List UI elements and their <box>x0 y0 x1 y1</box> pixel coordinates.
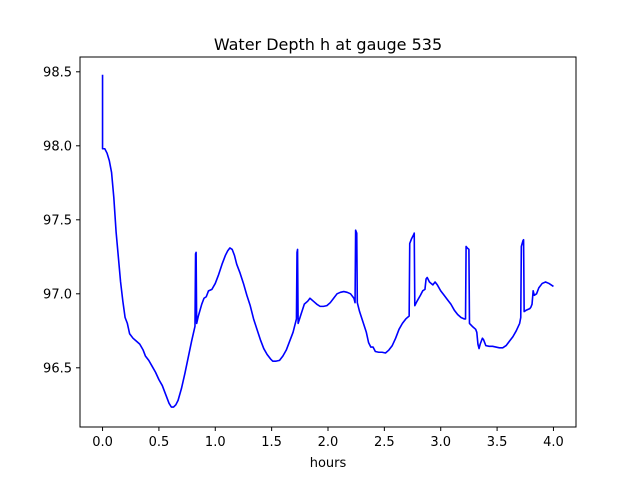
x-tick-label: 1.5 <box>261 435 282 450</box>
x-tick-label: 0.5 <box>149 435 170 450</box>
x-tick-label: 1.0 <box>205 435 226 450</box>
x-axis-label: hours <box>310 456 347 471</box>
x-tick-label: 2.5 <box>374 435 395 450</box>
x-tick-label: 4.0 <box>543 435 564 450</box>
plot-series <box>101 74 554 408</box>
x-tick-label: 3.0 <box>430 435 451 450</box>
x-axis: 0.0 0.5 1.0 1.5 2.0 2.5 3.0 3.5 4.0 <box>92 427 564 450</box>
y-tick-label: 97.0 <box>43 287 72 302</box>
y-axis: 96.5 97.0 97.5 98.0 98.5 <box>43 65 80 376</box>
chart-title: Water Depth h at gauge 535 <box>214 35 442 54</box>
y-tick-label: 98.5 <box>43 65 72 80</box>
series-line-0 <box>101 74 554 408</box>
x-tick-label: 0.0 <box>92 435 113 450</box>
y-tick-label: 98.0 <box>43 139 72 154</box>
x-tick-label: 2.0 <box>318 435 339 450</box>
x-tick-label: 3.5 <box>487 435 508 450</box>
y-tick-label: 96.5 <box>43 361 72 376</box>
y-tick-label: 97.5 <box>43 213 72 228</box>
